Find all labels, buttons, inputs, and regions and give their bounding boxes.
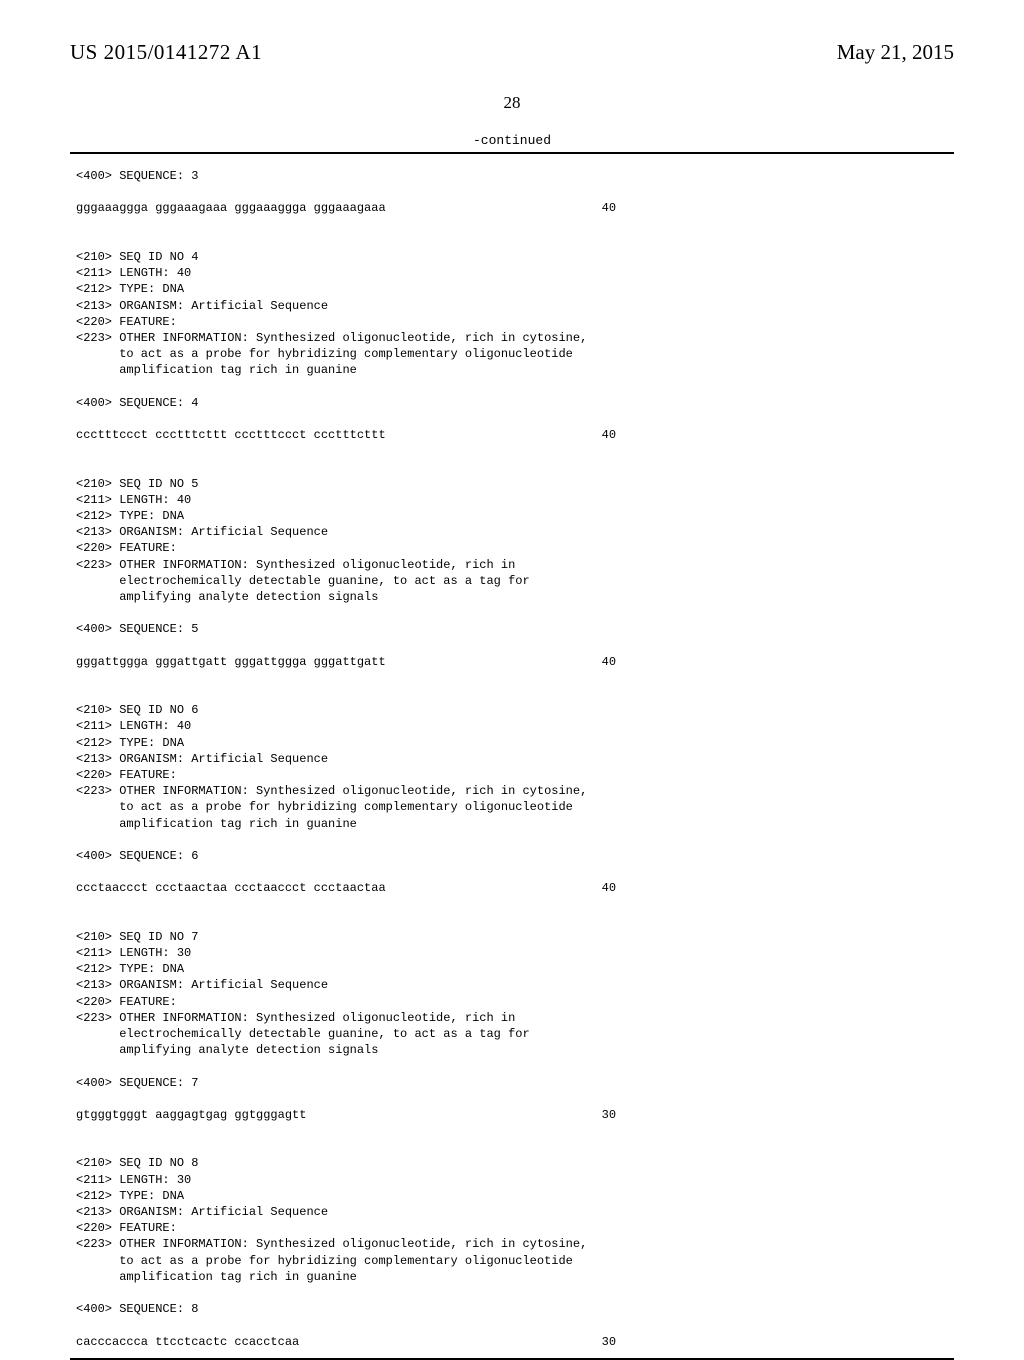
patent-page: US 2015/0141272 A1 May 21, 2015 28 -cont…: [0, 0, 1024, 1320]
publication-date: May 21, 2015: [837, 40, 954, 65]
publication-number: US 2015/0141272 A1: [70, 40, 262, 65]
sequence-listing: <400> SEQUENCE: 3 gggaaaggga gggaaagaaa …: [70, 154, 954, 1358]
continued-label: -continued: [70, 133, 954, 148]
header-row: US 2015/0141272 A1 May 21, 2015: [70, 40, 954, 65]
bottom-rule: [70, 1358, 954, 1360]
page-number: 28: [70, 93, 954, 113]
